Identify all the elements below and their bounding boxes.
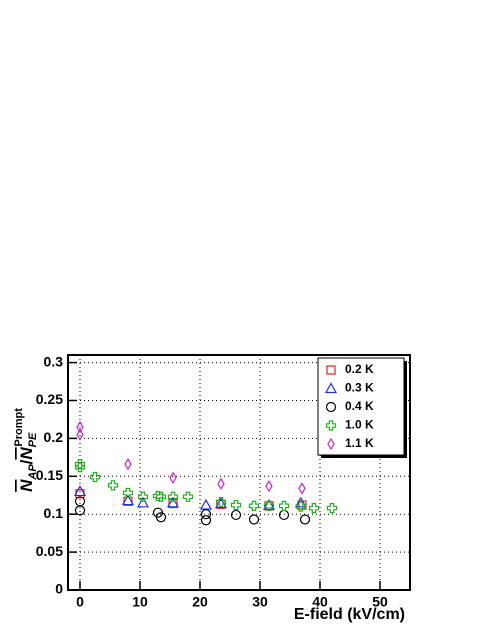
- data-point: [278, 500, 290, 511]
- y-label-part: AP: [27, 464, 39, 481]
- legend-marker: [325, 401, 337, 413]
- data-point: [155, 491, 167, 502]
- data-point: [155, 512, 167, 523]
- data-point: [326, 503, 338, 514]
- data-point: [121, 494, 135, 506]
- data-point: [124, 457, 132, 471]
- y-label-part: N: [17, 479, 36, 492]
- data-point: [215, 496, 227, 508]
- x-tick-label: 30: [252, 594, 268, 610]
- data-point: [298, 482, 306, 495]
- plot-frame: [67, 354, 411, 591]
- y-label-part: N: [17, 447, 36, 460]
- data-point: [248, 514, 260, 525]
- data-point: [107, 480, 119, 491]
- y-label-part: Prompt: [13, 408, 25, 447]
- legend-marker: [324, 382, 338, 394]
- data-point: [168, 498, 178, 509]
- x-axis-label: E-field (kV/cm): [294, 606, 405, 623]
- data-point: [299, 514, 311, 525]
- data-point: [294, 496, 307, 508]
- x-tick-label: 0: [76, 594, 84, 610]
- data-point: [278, 509, 290, 521]
- data-point: [76, 420, 84, 434]
- legend-label: 1.1 K: [345, 436, 374, 450]
- data-point: [74, 462, 86, 473]
- legend-label: 0.3 K: [345, 381, 374, 395]
- x-tick-label: 50: [372, 594, 388, 610]
- data-point: [217, 477, 225, 491]
- data-point: [167, 491, 179, 502]
- data-point: [200, 515, 212, 526]
- y-axis-label: NAP/NPEPrompt: [13, 408, 39, 492]
- legend-marker: [325, 420, 337, 431]
- legend-label: 0.4 K: [345, 399, 374, 413]
- data-point: [199, 498, 213, 510]
- data-point: [230, 509, 242, 521]
- data-point: [137, 491, 149, 502]
- y-tick-label: 0.2: [44, 429, 64, 445]
- data-point: [308, 503, 320, 514]
- legend-marker: [327, 437, 335, 451]
- legend-label: 0.2 K: [345, 362, 374, 376]
- data-point: [74, 505, 86, 516]
- data-point: [166, 496, 180, 508]
- data-point: [263, 500, 275, 511]
- data-point: [295, 501, 306, 512]
- data-point: [214, 497, 228, 509]
- data-point: [89, 471, 101, 483]
- y-label-part: /: [17, 459, 36, 464]
- data-point: [136, 496, 150, 508]
- x-tick-label: 40: [312, 594, 328, 610]
- data-point: [265, 479, 273, 493]
- y-tick-label: 0.3: [44, 353, 64, 369]
- data-point: [200, 509, 212, 520]
- data-point: [230, 499, 242, 511]
- y-tick-label: 0.05: [36, 543, 63, 559]
- y-tick-label: 0: [55, 581, 63, 597]
- data-point: [182, 491, 194, 502]
- data-point: [73, 485, 87, 497]
- y-tick-label: 0.15: [36, 467, 63, 483]
- x-tick-label: 20: [192, 594, 208, 610]
- y-tick-label: 0.25: [36, 391, 63, 407]
- data-point: [169, 471, 177, 484]
- x-tick-label: 10: [132, 594, 148, 610]
- data-point: [122, 487, 134, 499]
- legend-marker: [326, 365, 336, 375]
- data-point: [76, 428, 84, 441]
- legend-label: 1.0 K: [345, 418, 374, 432]
- y-label-part: PE: [27, 432, 39, 447]
- data-point: [248, 500, 260, 511]
- y-tick-label: 0.1: [44, 505, 64, 521]
